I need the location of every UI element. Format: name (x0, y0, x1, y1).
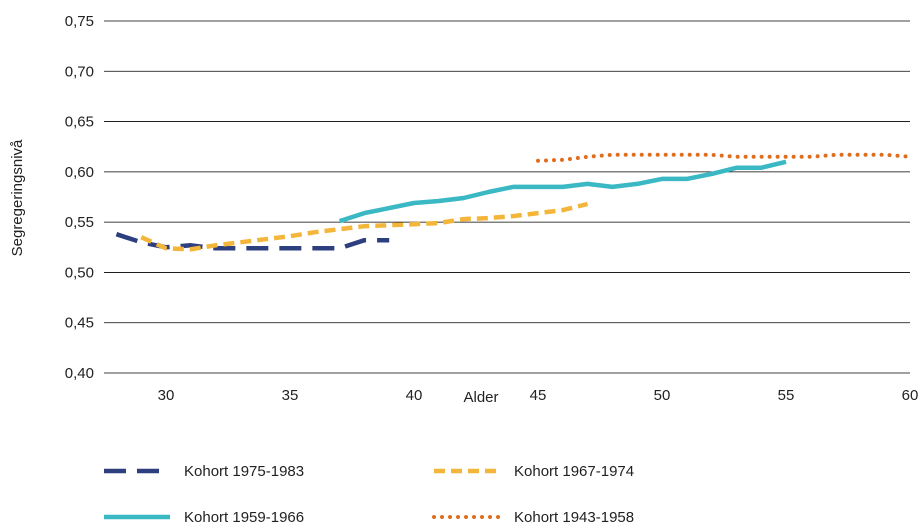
legend-label-1: Kohort 1975-1983 (184, 463, 304, 480)
y-tick-label: 0,65 (65, 114, 94, 131)
x-tick-label: 30 (158, 387, 175, 404)
legend: Kohort 1975-1983 Kohort 1967-1974 Kohort 1… (104, 463, 634, 526)
x-axis-ticks: 30 35 40 45 50 55 60 (158, 387, 919, 404)
legend-label-2: Kohort 1967-1974 (514, 463, 634, 480)
x-tick-label: 50 (654, 387, 671, 404)
x-tick-label: 45 (530, 387, 547, 404)
y-axis-title: Segregeringsnivå (9, 139, 26, 256)
y-tick-label: 0,70 (65, 63, 94, 80)
legend-label-4: Kohort 1943-1958 (514, 509, 634, 526)
gridlines (104, 20, 910, 374)
y-tick-label: 0,55 (65, 214, 94, 231)
x-tick-label: 60 (902, 387, 919, 404)
x-tick-label: 35 (282, 387, 299, 404)
y-tick-label: 0,50 (65, 264, 94, 281)
legend-label-3: Kohort 1959-1966 (184, 509, 304, 526)
x-tick-label: 55 (778, 387, 795, 404)
y-axis-ticks: 0,40 0,45 0,50 0,55 0,60 0,65 0,70 0,75 (65, 13, 94, 382)
y-tick-label: 0,75 (65, 13, 94, 30)
y-tick-label: 0,60 (65, 164, 94, 181)
y-tick-label: 0,40 (65, 365, 94, 382)
series-line-2 (140, 201, 589, 252)
x-tick-label: 40 (406, 387, 423, 404)
series-line-3 (338, 159, 787, 224)
y-tick-label: 0,45 (65, 315, 94, 332)
series-lines (115, 152, 912, 252)
series-line-4 (536, 152, 912, 163)
x-axis-title: Alder (463, 389, 498, 406)
